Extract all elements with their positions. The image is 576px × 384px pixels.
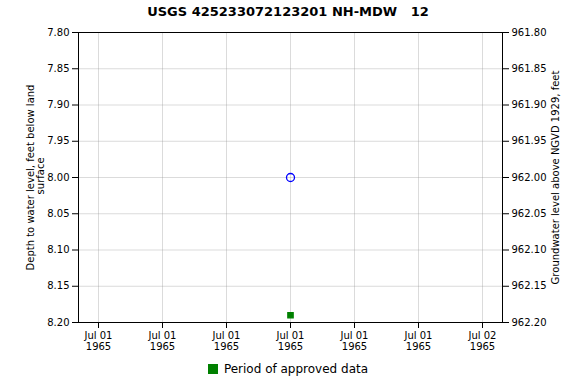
- svg-text:Jul 011965: Jul 011965: [276, 330, 305, 352]
- svg-text:962.20: 962.20: [512, 317, 547, 328]
- svg-text:961.95: 961.95: [512, 135, 547, 146]
- svg-text:Groundwater level above NGVD 1: Groundwater level above NGVD 1929, feet: [550, 71, 561, 285]
- svg-text:7.80: 7.80: [47, 27, 69, 38]
- svg-text:8.00: 8.00: [47, 172, 69, 183]
- html-text:USGS 425233072123201 NH-MDW 12: USGS 425233072123201 NH-MDW 12: [147, 4, 429, 19]
- svg-text:962.15: 962.15: [512, 280, 547, 291]
- svg-text:Jul 021965: Jul 021965: [468, 330, 497, 352]
- svg-text:Jul 011965: Jul 011965: [84, 330, 113, 352]
- svg-text:8.05: 8.05: [47, 208, 69, 219]
- svg-text:Jul 011965: Jul 011965: [404, 330, 433, 352]
- svg-text:Jul 011965: Jul 011965: [148, 330, 177, 352]
- svg-text:Jul 011965: Jul 011965: [340, 330, 369, 352]
- svg-text:7.90: 7.90: [47, 99, 69, 110]
- svg-text:962.10: 962.10: [512, 244, 547, 255]
- svg-text:961.90: 961.90: [512, 99, 547, 110]
- svg-text:Jul 011965: Jul 011965: [212, 330, 241, 352]
- svg-text:8.15: 8.15: [47, 280, 69, 291]
- svg-text:8.20: 8.20: [47, 317, 69, 328]
- svg-text:962.00: 962.00: [512, 172, 547, 183]
- svg-text:961.85: 961.85: [512, 63, 547, 74]
- svg-text:8.10: 8.10: [47, 244, 69, 255]
- svg-text:7.95: 7.95: [47, 135, 69, 146]
- svg-text:962.05: 962.05: [512, 208, 547, 219]
- svg-text:7.85: 7.85: [47, 63, 69, 74]
- svg-text:961.80: 961.80: [512, 27, 547, 38]
- html-text:Period of approved data: Period of approved data: [223, 362, 369, 376]
- svg-text:Depth to water level, feet bel: Depth to water level, feet below land su…: [25, 85, 46, 271]
